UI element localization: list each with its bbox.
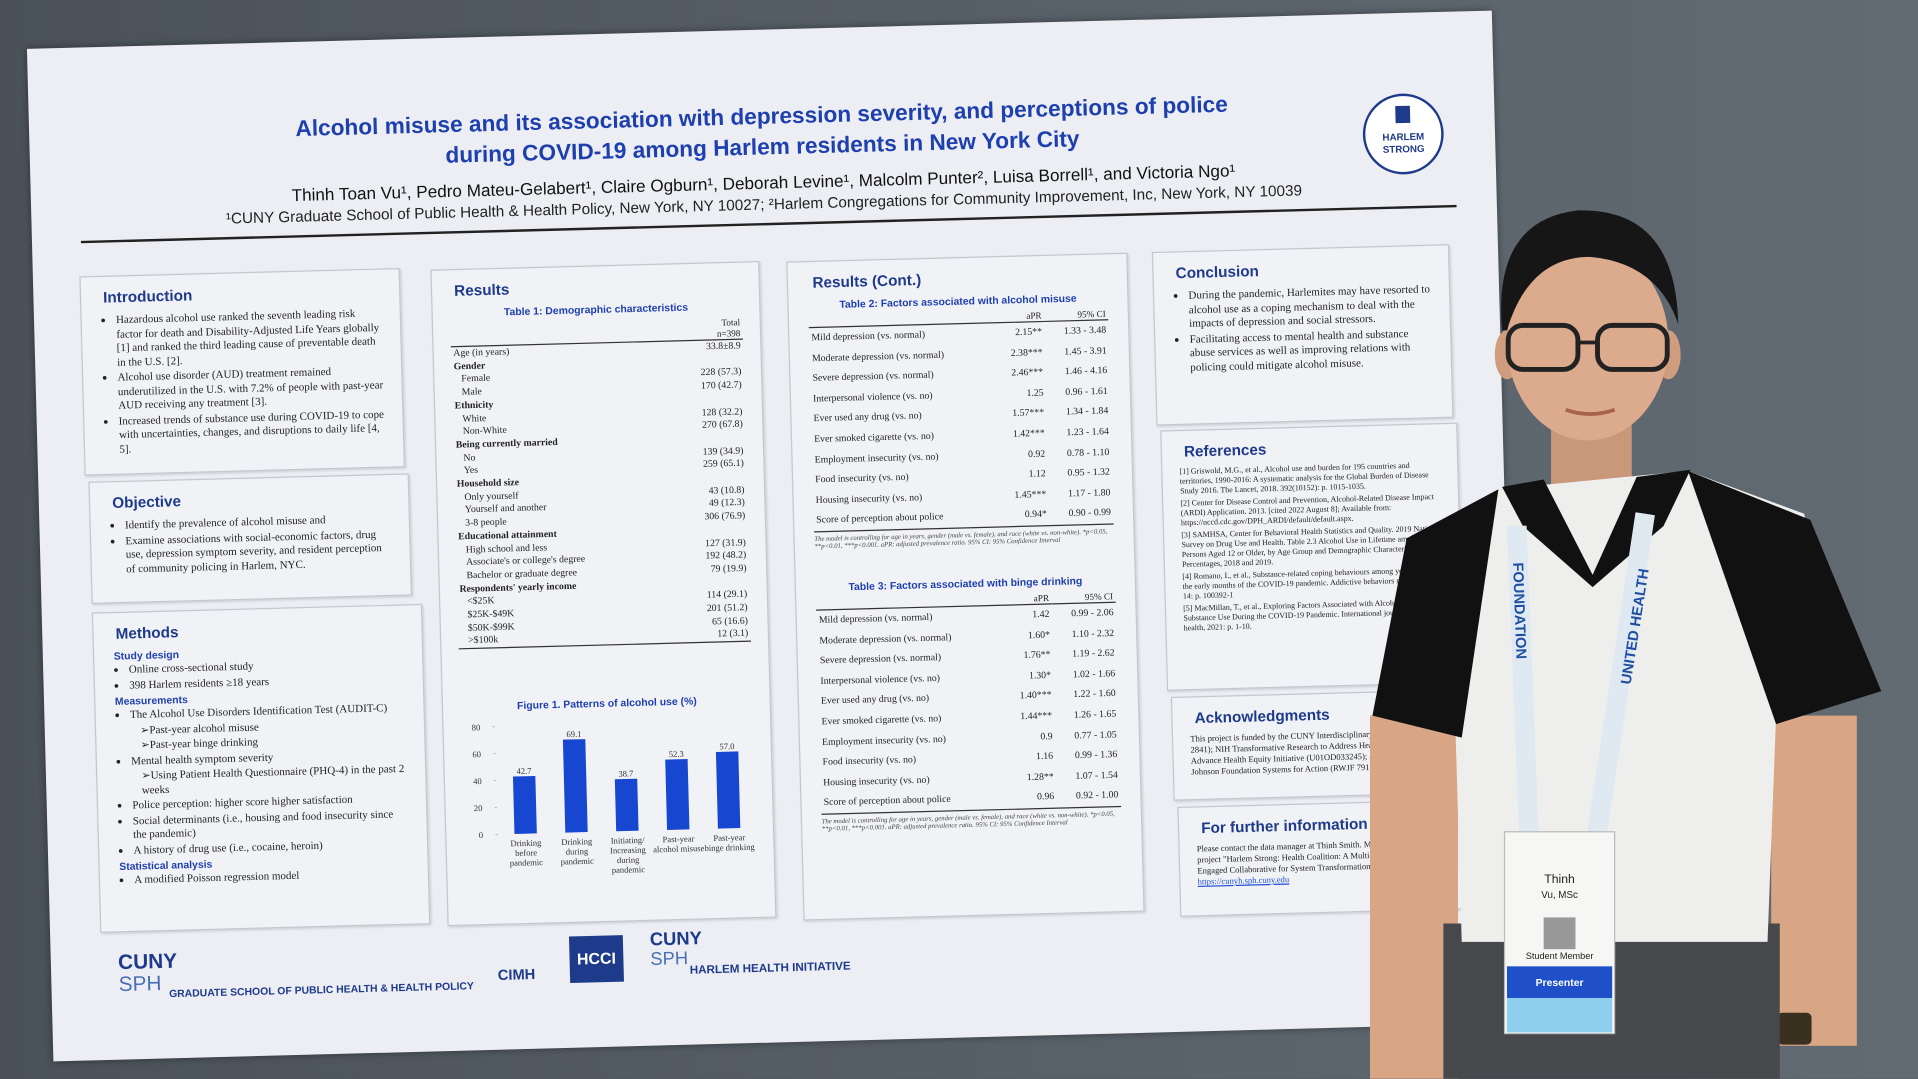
value-label: 42.7 — [516, 766, 532, 776]
value-label: 57.0 — [719, 741, 734, 751]
badge-credentials: Vu, MSc — [1541, 890, 1578, 901]
y-tick-label: 60 — [472, 749, 481, 759]
bar — [562, 739, 588, 833]
badge-role: Presenter — [1536, 978, 1584, 989]
bar — [512, 775, 537, 834]
value-label: 38.7 — [618, 768, 634, 778]
y-tick-label: 20 — [474, 803, 483, 813]
figure-1: Figure 1. Patterns of alcohol use (%) 0 20… — [460, 693, 759, 915]
y-tick-label: 40 — [473, 776, 482, 786]
logo-text: HARLEM — [1382, 132, 1424, 144]
bar — [614, 778, 639, 832]
results-panel: Results Table 1: Demographic characterist… — [430, 261, 777, 927]
value-label: 52.3 — [669, 749, 684, 759]
logo-text: STRONG — [1383, 144, 1425, 156]
bar — [715, 751, 741, 829]
lanyard-text: FOUNDATION — [1509, 562, 1528, 659]
y-tick-label: 0 — [479, 830, 484, 840]
poster: Alcohol misuse and its association with … — [26, 10, 1519, 1062]
chart: 0 20 40 60 80 42.7 69.1 38.7 52.3 57.0 — [472, 722, 741, 840]
value-label: 69.1 — [566, 729, 581, 739]
badge-name: Thinh — [1544, 872, 1575, 886]
harlem-strong-logo: HARLEM STRONG — [1362, 93, 1444, 175]
y-tick-label: 80 — [472, 722, 481, 732]
bar — [665, 759, 690, 830]
badge-member: Student Member — [1526, 951, 1594, 961]
